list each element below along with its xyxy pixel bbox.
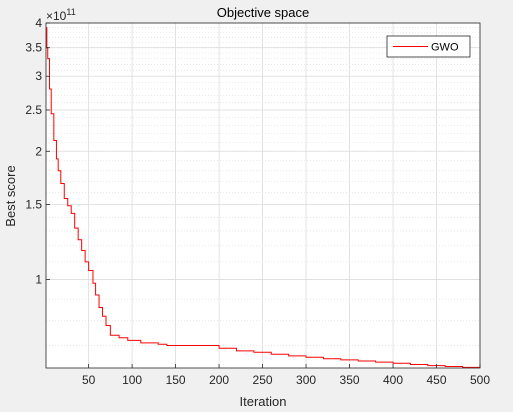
x-tick-label: 50 <box>82 373 96 387</box>
legend: GWO <box>386 35 471 58</box>
chart-title: Objective space <box>217 5 310 20</box>
x-tick-label: 500 <box>470 373 490 387</box>
series-layer <box>46 27 481 368</box>
y-tick-label: 2 <box>35 144 42 158</box>
x-tick-label: 150 <box>166 373 186 387</box>
series-line-gwo <box>46 27 481 368</box>
y-axis-label: Best score <box>3 165 18 226</box>
x-tick-label: 400 <box>383 373 403 387</box>
y-tick-label: 1.5 <box>25 198 42 212</box>
x-tick-label: 300 <box>296 373 316 387</box>
y-tick-label: 1 <box>35 273 42 287</box>
legend-label-gwo: GWO <box>431 42 459 54</box>
y-tick-label: 3 <box>35 69 42 83</box>
plot-frame <box>45 22 481 369</box>
x-tick-label: 350 <box>340 373 360 387</box>
x-tick-label: 100 <box>122 373 142 387</box>
y-tick-label: 3.5 <box>25 41 42 55</box>
legend-box <box>386 35 471 58</box>
y-exponent-label: ×1011 <box>46 7 76 23</box>
y-tick-label: 2.5 <box>25 103 42 117</box>
y-exponent-base: ×10 <box>46 9 67 23</box>
grid <box>46 22 481 368</box>
plot-area <box>46 23 480 368</box>
x-axis-label: Iteration <box>240 394 287 409</box>
ticks: 50 100 150 200 250 300 350 400 450 500 1 1.5 2 2.5 3 3.… <box>25 16 490 387</box>
x-tick-label: 250 <box>253 373 273 387</box>
y-exponent-power: 11 <box>66 7 75 17</box>
y-tick-label: 4 <box>35 16 42 30</box>
x-tick-label: 450 <box>426 373 446 387</box>
x-tick-label: 200 <box>209 373 229 387</box>
